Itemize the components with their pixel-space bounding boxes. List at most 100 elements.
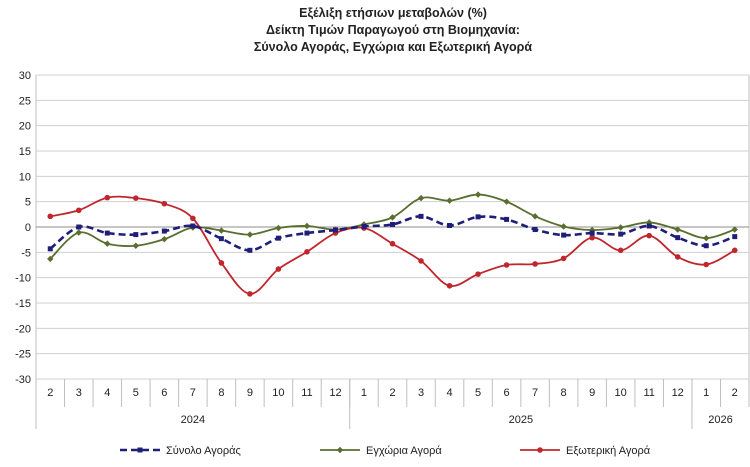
x-tick-label: 11 [301,387,312,399]
data-point-marker [161,235,168,243]
data-point-marker [47,255,54,263]
data-point-marker [703,243,709,249]
y-tick-label: 25 [19,95,31,107]
x-tick-label: 1 [703,387,709,399]
x-tick-label: 12 [672,387,684,399]
data-point-marker [589,234,595,241]
series-2 [47,194,738,297]
data-point-marker [161,200,168,207]
y-tick-label: 0 [25,222,31,234]
y-tick-label: 20 [19,121,31,133]
x-tick-label: 7 [190,387,196,399]
x-tick-label: 10 [615,387,627,399]
data-point-marker [336,446,344,454]
data-point-marker [503,262,510,268]
data-point-marker [75,229,82,236]
data-point-marker [537,447,543,453]
series-1 [47,191,738,263]
x-tick-label: 8 [218,387,224,399]
data-point-marker [589,230,595,236]
data-point-marker [475,271,481,277]
legend-label: Εξωτερική Αγορά [566,445,651,457]
data-point-marker [731,226,738,233]
data-point-marker [75,207,82,214]
x-tick-label: 5 [133,387,139,399]
data-point-marker [47,213,54,220]
x-tick-label: 3 [418,387,424,399]
legend-entry-0: Σύνολο Αγοράς [120,445,241,457]
y-tick-label: 15 [19,146,31,158]
data-point-marker [504,216,510,222]
data-point-marker [133,195,139,201]
data-point-marker [560,255,567,262]
data-point-marker [703,261,710,268]
data-point-marker [503,198,510,205]
legend: Σύνολο Αγοράς Εγχώρια Αγορά Εξωτερική Αγορ… [120,445,651,457]
data-point-marker [76,224,82,230]
data-point-marker [446,197,453,204]
y-tick-label: -30 [15,374,31,386]
x-tick-label: 10 [272,387,284,399]
data-point-marker [617,224,624,231]
data-point-marker [390,221,395,227]
data-point-marker [133,232,139,238]
data-point-marker [674,254,681,260]
data-point-marker [560,223,567,230]
data-point-marker [303,222,311,230]
legend-entry-2: Εξωτερική Αγορά [520,445,651,457]
data-point-marker [731,247,738,254]
legend-label: Εγχώρια Αγορά [366,445,442,457]
data-point-marker [132,242,140,249]
data-point-marker [618,231,624,237]
chart-title-line-2: Δείκτη Τιμών Παραγωγού στη Βιομηχανία: [266,23,520,37]
legend-label: Σύνολο Αγοράς [166,445,241,457]
y-tick-label: -15 [15,298,31,310]
data-point-marker [218,227,225,234]
x-tick-label: 7 [532,387,538,399]
data-point-marker [137,447,143,453]
chart-title-line-3: Σύνολο Αγοράς, Εγχώρια και Εξωτερική Αγο… [254,40,532,54]
x-tick-label: 4 [446,387,452,399]
x-tick-label: 5 [475,387,481,399]
data-point-marker [104,240,111,247]
data-point-marker [446,282,453,289]
y-tick-label: 10 [19,171,31,183]
data-point-marker [104,194,111,201]
data-point-marker [447,222,453,228]
data-point-marker [561,232,567,238]
data-point-marker [190,223,196,229]
data-point-marker [247,291,253,297]
x-tick-label: 12 [329,387,341,399]
y-tick-label: -25 [15,349,31,361]
data-point-marker [218,236,224,242]
data-point-marker [275,266,282,272]
legend-entry-1: Εγχώρια Αγορά [320,445,442,457]
year-group-label: 2025 [509,414,533,426]
data-point-marker [645,219,653,226]
x-tick-label: 2 [47,387,53,399]
data-point-marker [532,227,538,233]
series-layer [47,191,738,297]
data-point-marker [247,247,253,253]
x-tick-label: 2 [732,387,738,399]
data-point-marker [361,223,367,229]
data-point-marker [674,226,681,233]
x-tick-label: 4 [104,387,110,399]
data-point-marker [332,227,338,233]
data-point-marker [417,194,425,202]
x-tick-label: 9 [247,387,253,399]
x-tick-label: 9 [589,387,595,399]
data-point-marker [389,214,396,221]
data-point-marker [732,234,738,240]
data-point-marker [104,230,110,236]
data-point-marker [275,224,282,232]
y-tick-label: -20 [15,323,31,335]
grid-layer [35,74,750,380]
y-tick-label: 5 [25,197,31,209]
y-tick-label: 30 [19,70,31,82]
year-group-label: 2024 [181,414,205,426]
data-point-marker [474,191,482,198]
